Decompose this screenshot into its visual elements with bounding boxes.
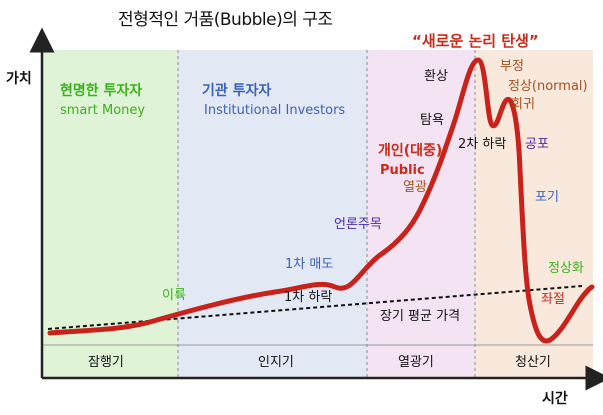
- label-new-paradigm: “새로운 논리 탄생”: [412, 32, 539, 50]
- investor-smart-en: smart Money: [60, 103, 146, 118]
- label-long-term-avg: 장기 평균 가격: [380, 309, 461, 324]
- investor-inst-en: Institutional Investors: [204, 103, 346, 118]
- label-denial: 부정: [500, 59, 524, 74]
- trend-line: [47, 285, 583, 330]
- label-return: 회귀: [511, 97, 535, 112]
- phase-name-1: 잠행기: [88, 355, 124, 370]
- label-second-drop: 2차 하락: [458, 137, 507, 152]
- phase-name-2: 인지기: [258, 355, 294, 370]
- phase-name-3: 열광기: [398, 355, 434, 370]
- phase-name-4: 청산기: [515, 355, 551, 370]
- label-greed: 탐욕: [420, 113, 444, 128]
- label-despair: 좌절: [541, 292, 565, 307]
- label-illusion: 환상: [424, 69, 448, 84]
- x-axis-label: 시간: [542, 391, 568, 407]
- investor-inst-ko: 기관 투자자: [202, 83, 272, 99]
- investor-public-ko: 개인(대중): [378, 143, 443, 159]
- label-normalization: 정상화: [548, 261, 584, 276]
- label-first-sell: 1차 매도: [285, 257, 334, 272]
- y-axis-label: 가치: [6, 71, 32, 87]
- label-surrender: 포기: [535, 190, 559, 205]
- label-profit: 이륙: [162, 288, 186, 303]
- label-media: 언론주목: [334, 217, 382, 232]
- diagram-title: 전형적인 거품(Bubble)의 구조: [118, 10, 333, 30]
- phase-bg-2: [178, 50, 367, 378]
- label-first-drop: 1차 하락: [284, 290, 333, 305]
- label-enthusiasm: 열광: [403, 180, 427, 195]
- bubble-curve: [47, 57, 595, 344]
- label-normal: 정상(normal): [508, 79, 588, 94]
- label-fear: 공포: [525, 137, 549, 152]
- investor-smart-ko: 현명한 투자자: [60, 83, 143, 99]
- investor-public-en: Public: [380, 163, 425, 178]
- phase-bg-1: [42, 50, 178, 378]
